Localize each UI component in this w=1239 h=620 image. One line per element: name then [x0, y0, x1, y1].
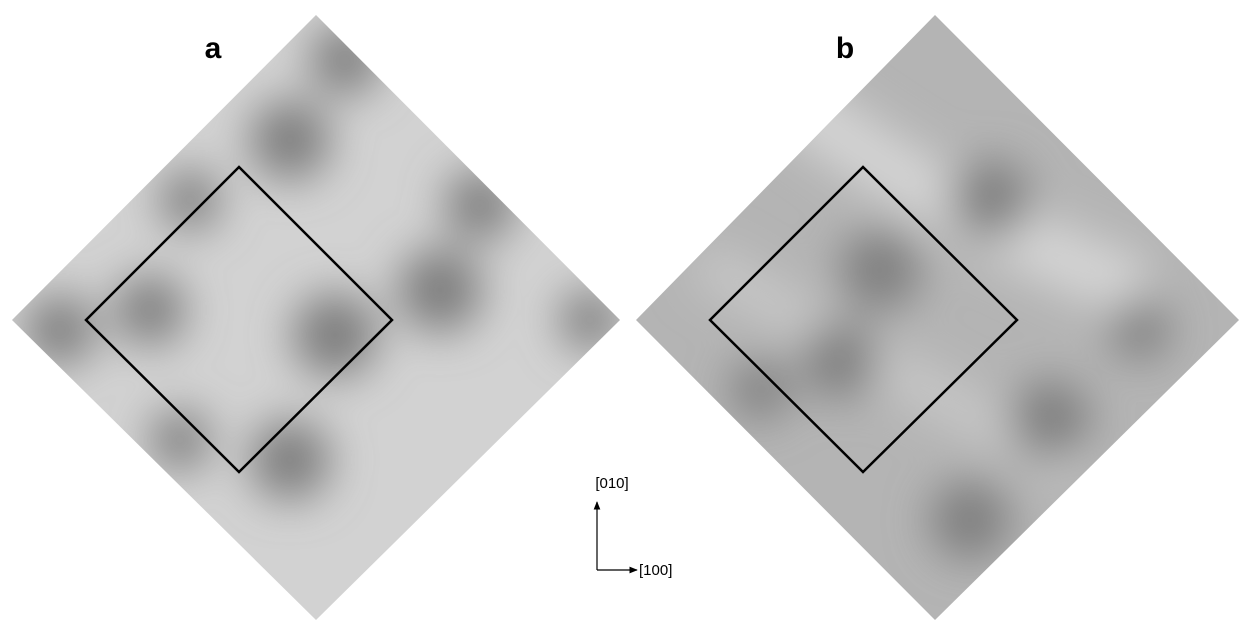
- axis-label-x: [100]: [639, 562, 672, 579]
- unit-cell-a: [84, 165, 394, 474]
- axis-label-y: [010]: [595, 475, 628, 492]
- panel-label: b: [836, 32, 854, 65]
- unit-cell-b: [708, 165, 1019, 474]
- panel-label: a: [205, 32, 222, 65]
